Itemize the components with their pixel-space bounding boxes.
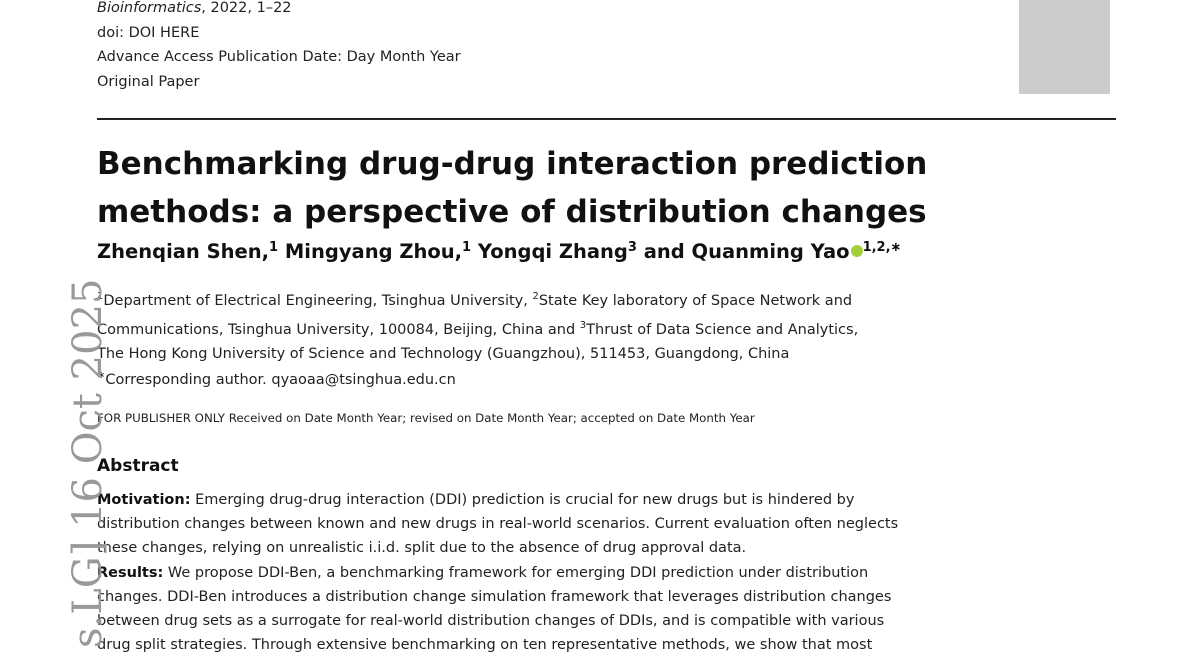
- paper-title: Benchmarking drug-drug interaction predi…: [97, 140, 997, 236]
- title-line-1: Benchmarking drug-drug interaction predi…: [97, 146, 928, 182]
- affiliation-2-start: State Key laboratory of Space Network an…: [538, 293, 853, 309]
- affiliation-1: Department of Electrical Engineering, Ts…: [103, 293, 528, 309]
- author-conjunction: and: [643, 240, 685, 263]
- affiliations: 1Department of Electrical Engineering, T…: [97, 285, 932, 367]
- author-2: Mingyang Zhou,: [284, 240, 463, 263]
- affiliation-3-start: Thrust of Data Science and Analytics,: [586, 321, 859, 338]
- abstract-line: drug split strategies. Through extensive…: [97, 637, 873, 654]
- motivation-text: Emerging drug-drug interaction (DDI) pre…: [190, 492, 855, 508]
- access-date: Advance Access Publication Date: Day Mon…: [97, 49, 461, 65]
- corresponding-text: Corresponding author. qyaoaa@tsinghua.ed…: [105, 372, 456, 388]
- author-list: Zhenqian Shen,1 Mingyang Zhou,1 Yongqi Z…: [97, 240, 901, 263]
- affil-marker-1: 1: [97, 291, 104, 302]
- logo-placeholder: [1019, 0, 1110, 94]
- affil-marker-2: 2: [532, 291, 539, 302]
- abstract-body: Motivation: Emerging drug-drug interacti…: [97, 488, 932, 657]
- abstract-line: these changes, relying on unrealistic i.…: [97, 540, 747, 557]
- arxiv-side-stamp: s.LG] 16 Oct 2025: [65, 278, 111, 648]
- author-1-affil: 1: [269, 240, 279, 255]
- abstract-line: between drug sets as a surrogate for rea…: [97, 613, 885, 630]
- journal-year-pages: , 2022, 1–22: [201, 0, 292, 16]
- motivation-label: Motivation:: [97, 492, 191, 508]
- abstract-line: distribution changes between known and n…: [97, 516, 899, 533]
- results-label: Results:: [97, 564, 164, 581]
- affiliation-line-3: The Hong Kong University of Science and …: [97, 346, 790, 362]
- corresponding-author: ∗Corresponding author. qyaoaa@tsinghua.e…: [97, 370, 456, 388]
- affil-marker-3: 3: [579, 319, 587, 331]
- author-4: Quanming Yao: [691, 240, 850, 263]
- abstract-line: changes. DDI-Ben introduces a distributi…: [97, 588, 892, 605]
- abstract-line: Results: We propose DDI-Ben, a benchmark…: [97, 561, 932, 585]
- affiliation-line-2: Communications, Tsinghua University, 100…: [97, 314, 932, 343]
- journal-line: Bioinformatics, 2022, 1–22: [97, 0, 461, 21]
- affiliation-line-1: 1Department of Electrical Engineering, T…: [97, 285, 932, 314]
- doi: doi: DOI HERE: [97, 24, 200, 41]
- title-line-2: methods: a perspective of distribution c…: [97, 194, 927, 230]
- article-meta: Bioinformatics, 2022, 1–22 doi: DOI HERE…: [97, 0, 461, 94]
- abstract-line: Motivation: Emerging drug-drug interacti…: [97, 488, 932, 512]
- affiliation-2-end: Communications, Tsinghua University, 100…: [97, 321, 576, 338]
- author-3: Yongqi Zhang: [477, 240, 628, 263]
- journal-name: Bioinformatics: [97, 0, 202, 16]
- author-4-affil: 1,2,∗: [862, 240, 902, 255]
- header-rule: [97, 118, 1116, 120]
- paper-type: Original Paper: [97, 73, 200, 90]
- author-1: Zhenqian Shen,: [97, 240, 270, 263]
- results-text: We propose DDI-Ben, a benchmarking frame…: [163, 564, 869, 581]
- abstract-heading: Abstract: [97, 456, 179, 476]
- corresponding-marker: ∗: [97, 370, 106, 381]
- author-2-affil: 1: [462, 240, 472, 255]
- author-3-affil: 3: [627, 240, 637, 255]
- orcid-icon[interactable]: [850, 245, 863, 257]
- publisher-note: FOR PUBLISHER ONLY Received on Date Mont…: [97, 411, 755, 425]
